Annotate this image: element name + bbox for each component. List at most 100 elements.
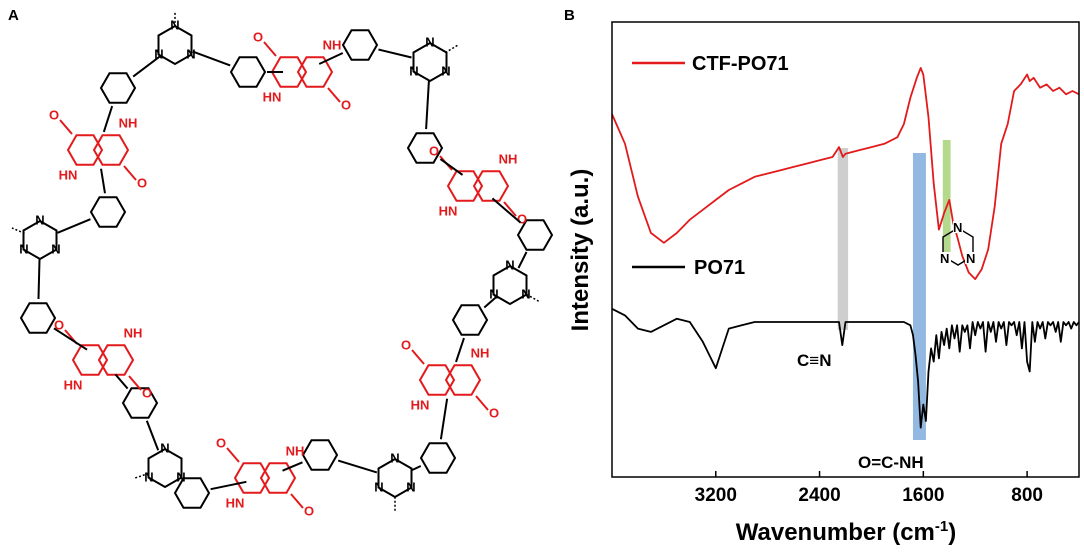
bond-7 [128, 375, 142, 391]
bond-27 [177, 479, 180, 482]
dpp-hn-2: HN [439, 203, 458, 218]
band-0 [837, 148, 849, 330]
benzene-ring-1 [99, 72, 137, 104]
x-axis-title: Wavenumber (cm-1) [736, 518, 957, 546]
bond-14 [318, 52, 344, 65]
triazine-n-left-3: N [489, 286, 498, 301]
triazine-n-left-0: N [154, 46, 163, 61]
x-tick-label-2: 1600 [902, 485, 944, 506]
dpp-ring-b-4 [444, 364, 482, 396]
plot-frame [611, 21, 1080, 478]
cn-label: C≡N [797, 351, 831, 370]
legend-label-po71: PO71 [694, 257, 745, 279]
triazine-ring-4 [147, 447, 183, 489]
bond-22 [439, 398, 449, 440]
bond-34 [102, 105, 114, 133]
amide-label: O=C-NH [858, 453, 924, 472]
dpp-hn-1: HN [59, 167, 78, 182]
dpp-ring-a-3 [71, 344, 109, 376]
benzene-ring-8 [121, 387, 159, 419]
dpp-ring-b-1 [92, 134, 130, 166]
y-axis-title: Intensity (a.u.) [567, 169, 594, 332]
band-2 [942, 140, 951, 262]
triazine-n-left-5: N [374, 479, 383, 494]
panel-a-letter: A [8, 7, 19, 24]
bond-8 [411, 349, 425, 365]
bond-18 [491, 197, 522, 224]
dpp-o-a-0: O [253, 29, 263, 44]
triazine-n-right-3: N [521, 286, 530, 301]
x-axis-title-close: ) [948, 519, 956, 546]
dpp-nh-0: NH [323, 37, 342, 52]
dpp-nh-1: NH [119, 115, 138, 130]
dpp-hn-5: HN [226, 495, 245, 510]
dpp-ring-a-1 [66, 134, 104, 166]
dpp-o-b-5: O [304, 503, 314, 518]
triazine-ring-3 [492, 264, 528, 306]
stub-bond-1 [445, 44, 459, 54]
dpp-o-a-3: O [54, 317, 64, 332]
benzene-ring-2 [341, 29, 379, 61]
dpp-o-a-2: O [429, 143, 439, 158]
triazine-n-left-1: N [409, 63, 418, 78]
bond-9 [475, 395, 489, 411]
dpp-ring-a-5 [233, 462, 271, 494]
dpp-nh-5: NH [286, 443, 305, 458]
triazine-n-right-2: N [51, 241, 60, 256]
dpp-hn-3: HN [64, 377, 83, 392]
benzene-ring-0 [229, 56, 267, 88]
benzene-ring-11 [419, 442, 457, 474]
bond-2 [59, 119, 73, 135]
bond-21 [455, 337, 465, 363]
bond-19 [517, 251, 528, 269]
triazine-n-left-2: N [19, 241, 28, 256]
x-axis-ticks: 3200 2400 1600 800 [695, 471, 1043, 506]
benzene-ring-9 [301, 439, 339, 471]
triazine-ring-0 [157, 24, 193, 66]
triazine-n-top-4: N [160, 440, 169, 455]
dpp-o-a-4: O [401, 337, 411, 352]
bond-15 [378, 48, 412, 59]
bond-1 [327, 87, 341, 103]
bond-20 [483, 296, 497, 309]
benzene-ring-6 [19, 302, 57, 334]
macrocycle-structure: NNNNNNNNNNNNNNNNNNOONHHNOONHHNOONHHNOONH… [11, 12, 554, 518]
ftir-chart: 3200 2400 1600 800 CTF-PO71 PO71 C≡N O=C-NH… [567, 21, 1080, 546]
bond-0 [263, 41, 277, 57]
triazine-n-right-1: N [441, 63, 450, 78]
series-line-1 [611, 307, 1080, 429]
bond-29 [114, 373, 129, 390]
bond-32 [57, 218, 91, 234]
triazine-inset-n-left: N [940, 251, 949, 266]
triazine-n-top-5: N [390, 450, 399, 465]
panel-b-letter: B [564, 7, 575, 24]
dpp-nh-4: NH [471, 345, 490, 360]
dpp-nh-3: NH [124, 325, 143, 340]
dpp-ring-a-4 [418, 364, 456, 396]
dpp-hn-4: HN [411, 397, 430, 412]
spectra-series [611, 67, 1080, 429]
bond-11 [290, 493, 304, 509]
dpp-o-a-1: O [49, 107, 59, 122]
dpp-ring-b-2 [472, 170, 510, 202]
benzene-ring-7 [451, 304, 489, 336]
legend-label-ctf: CTF-PO71 [692, 53, 789, 75]
triazine-inset-n-top: N [953, 220, 962, 235]
bond-31 [37, 258, 41, 300]
bond-10 [226, 447, 240, 463]
bond-33 [100, 168, 106, 194]
dpp-o-b-3: O [142, 385, 152, 400]
dpp-o-b-1: O [137, 175, 147, 190]
dpp-ring-b-5 [259, 462, 297, 494]
x-tick-label-1: 2400 [798, 485, 840, 506]
dpp-o-a-5: O [216, 435, 226, 450]
triazine-inset: N N N [940, 220, 975, 266]
triazine-inset-n-right: N [966, 251, 975, 266]
bond-12 [192, 50, 231, 67]
dpp-o-b-0: O [341, 97, 351, 112]
benzene-ring-5 [516, 219, 554, 251]
triazine-n-right-5: N [406, 479, 415, 494]
dpp-ring-b-3 [97, 344, 135, 376]
dpp-ring-b-0 [296, 56, 334, 88]
